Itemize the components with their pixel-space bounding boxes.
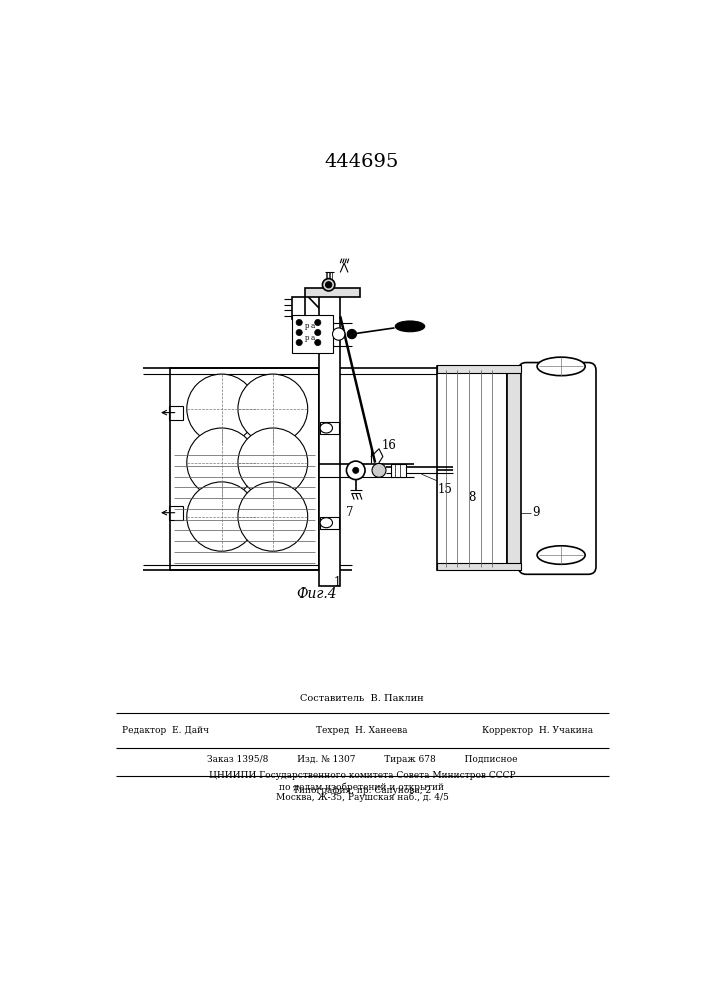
Text: 9: 9 <box>532 506 540 519</box>
Bar <box>437 365 521 373</box>
Bar <box>292 315 332 353</box>
Text: 16: 16 <box>381 439 396 452</box>
Circle shape <box>322 279 335 291</box>
Ellipse shape <box>320 423 332 433</box>
Bar <box>169 506 183 520</box>
FancyBboxPatch shape <box>518 363 596 574</box>
Circle shape <box>353 467 359 473</box>
Bar <box>507 366 521 570</box>
Text: Составитель  В. Паклин: Составитель В. Паклин <box>300 694 423 703</box>
Circle shape <box>187 374 257 443</box>
Text: по делам изобретений и открытий: по делам изобретений и открытий <box>279 782 445 792</box>
Circle shape <box>296 339 303 346</box>
Text: 15: 15 <box>437 483 452 496</box>
Circle shape <box>238 374 308 443</box>
Text: Редактор  Е. Дайч: Редактор Е. Дайч <box>122 726 209 735</box>
Circle shape <box>238 428 308 497</box>
Bar <box>319 289 340 586</box>
Text: Типография, пр. Сапунова, 2: Типография, пр. Сапунова, 2 <box>293 786 431 795</box>
Ellipse shape <box>320 518 332 528</box>
Bar <box>169 406 183 420</box>
Bar <box>320 422 339 434</box>
Bar <box>305 288 360 297</box>
Circle shape <box>187 482 257 551</box>
Circle shape <box>187 428 257 497</box>
Circle shape <box>315 339 321 346</box>
Circle shape <box>296 319 303 326</box>
Circle shape <box>325 282 332 288</box>
Ellipse shape <box>537 357 585 376</box>
Text: Заказ 1395/8          Изд. № 1307          Тираж 678          Подписное: Заказ 1395/8 Изд. № 1307 Тираж 678 Подпи… <box>206 755 518 764</box>
Circle shape <box>346 461 365 480</box>
Text: р: р <box>305 334 309 342</box>
Text: а: а <box>310 322 315 330</box>
Text: Техред  Н. Ханеева: Техред Н. Ханеева <box>316 726 408 735</box>
Text: 444695: 444695 <box>325 153 399 171</box>
Circle shape <box>238 482 308 551</box>
Text: Фиг.4: Фиг.4 <box>297 587 337 601</box>
Text: а: а <box>310 334 315 342</box>
Text: ЦНИИПИ Государственного комитета Совета Министров СССР: ЦНИИПИ Государственного комитета Совета … <box>209 771 515 780</box>
Text: Москва, Ж-35, Раушская наб., д. 4/5: Москва, Ж-35, Раушская наб., д. 4/5 <box>276 792 448 802</box>
Bar <box>320 517 339 529</box>
Bar <box>170 368 319 570</box>
Ellipse shape <box>395 321 425 332</box>
Circle shape <box>347 329 356 339</box>
Text: 7: 7 <box>346 506 354 519</box>
Text: Корректор  Н. Учакина: Корректор Н. Учакина <box>482 726 593 735</box>
Bar <box>437 366 507 570</box>
Text: р: р <box>305 322 309 330</box>
Bar <box>292 297 305 319</box>
Circle shape <box>315 319 321 326</box>
Text: 8: 8 <box>468 491 476 504</box>
Ellipse shape <box>537 546 585 564</box>
Circle shape <box>332 328 345 340</box>
Circle shape <box>372 463 386 477</box>
Circle shape <box>296 329 303 336</box>
Text: 1: 1 <box>334 576 341 589</box>
Bar <box>391 464 406 477</box>
Circle shape <box>315 329 321 336</box>
Bar <box>437 563 521 570</box>
